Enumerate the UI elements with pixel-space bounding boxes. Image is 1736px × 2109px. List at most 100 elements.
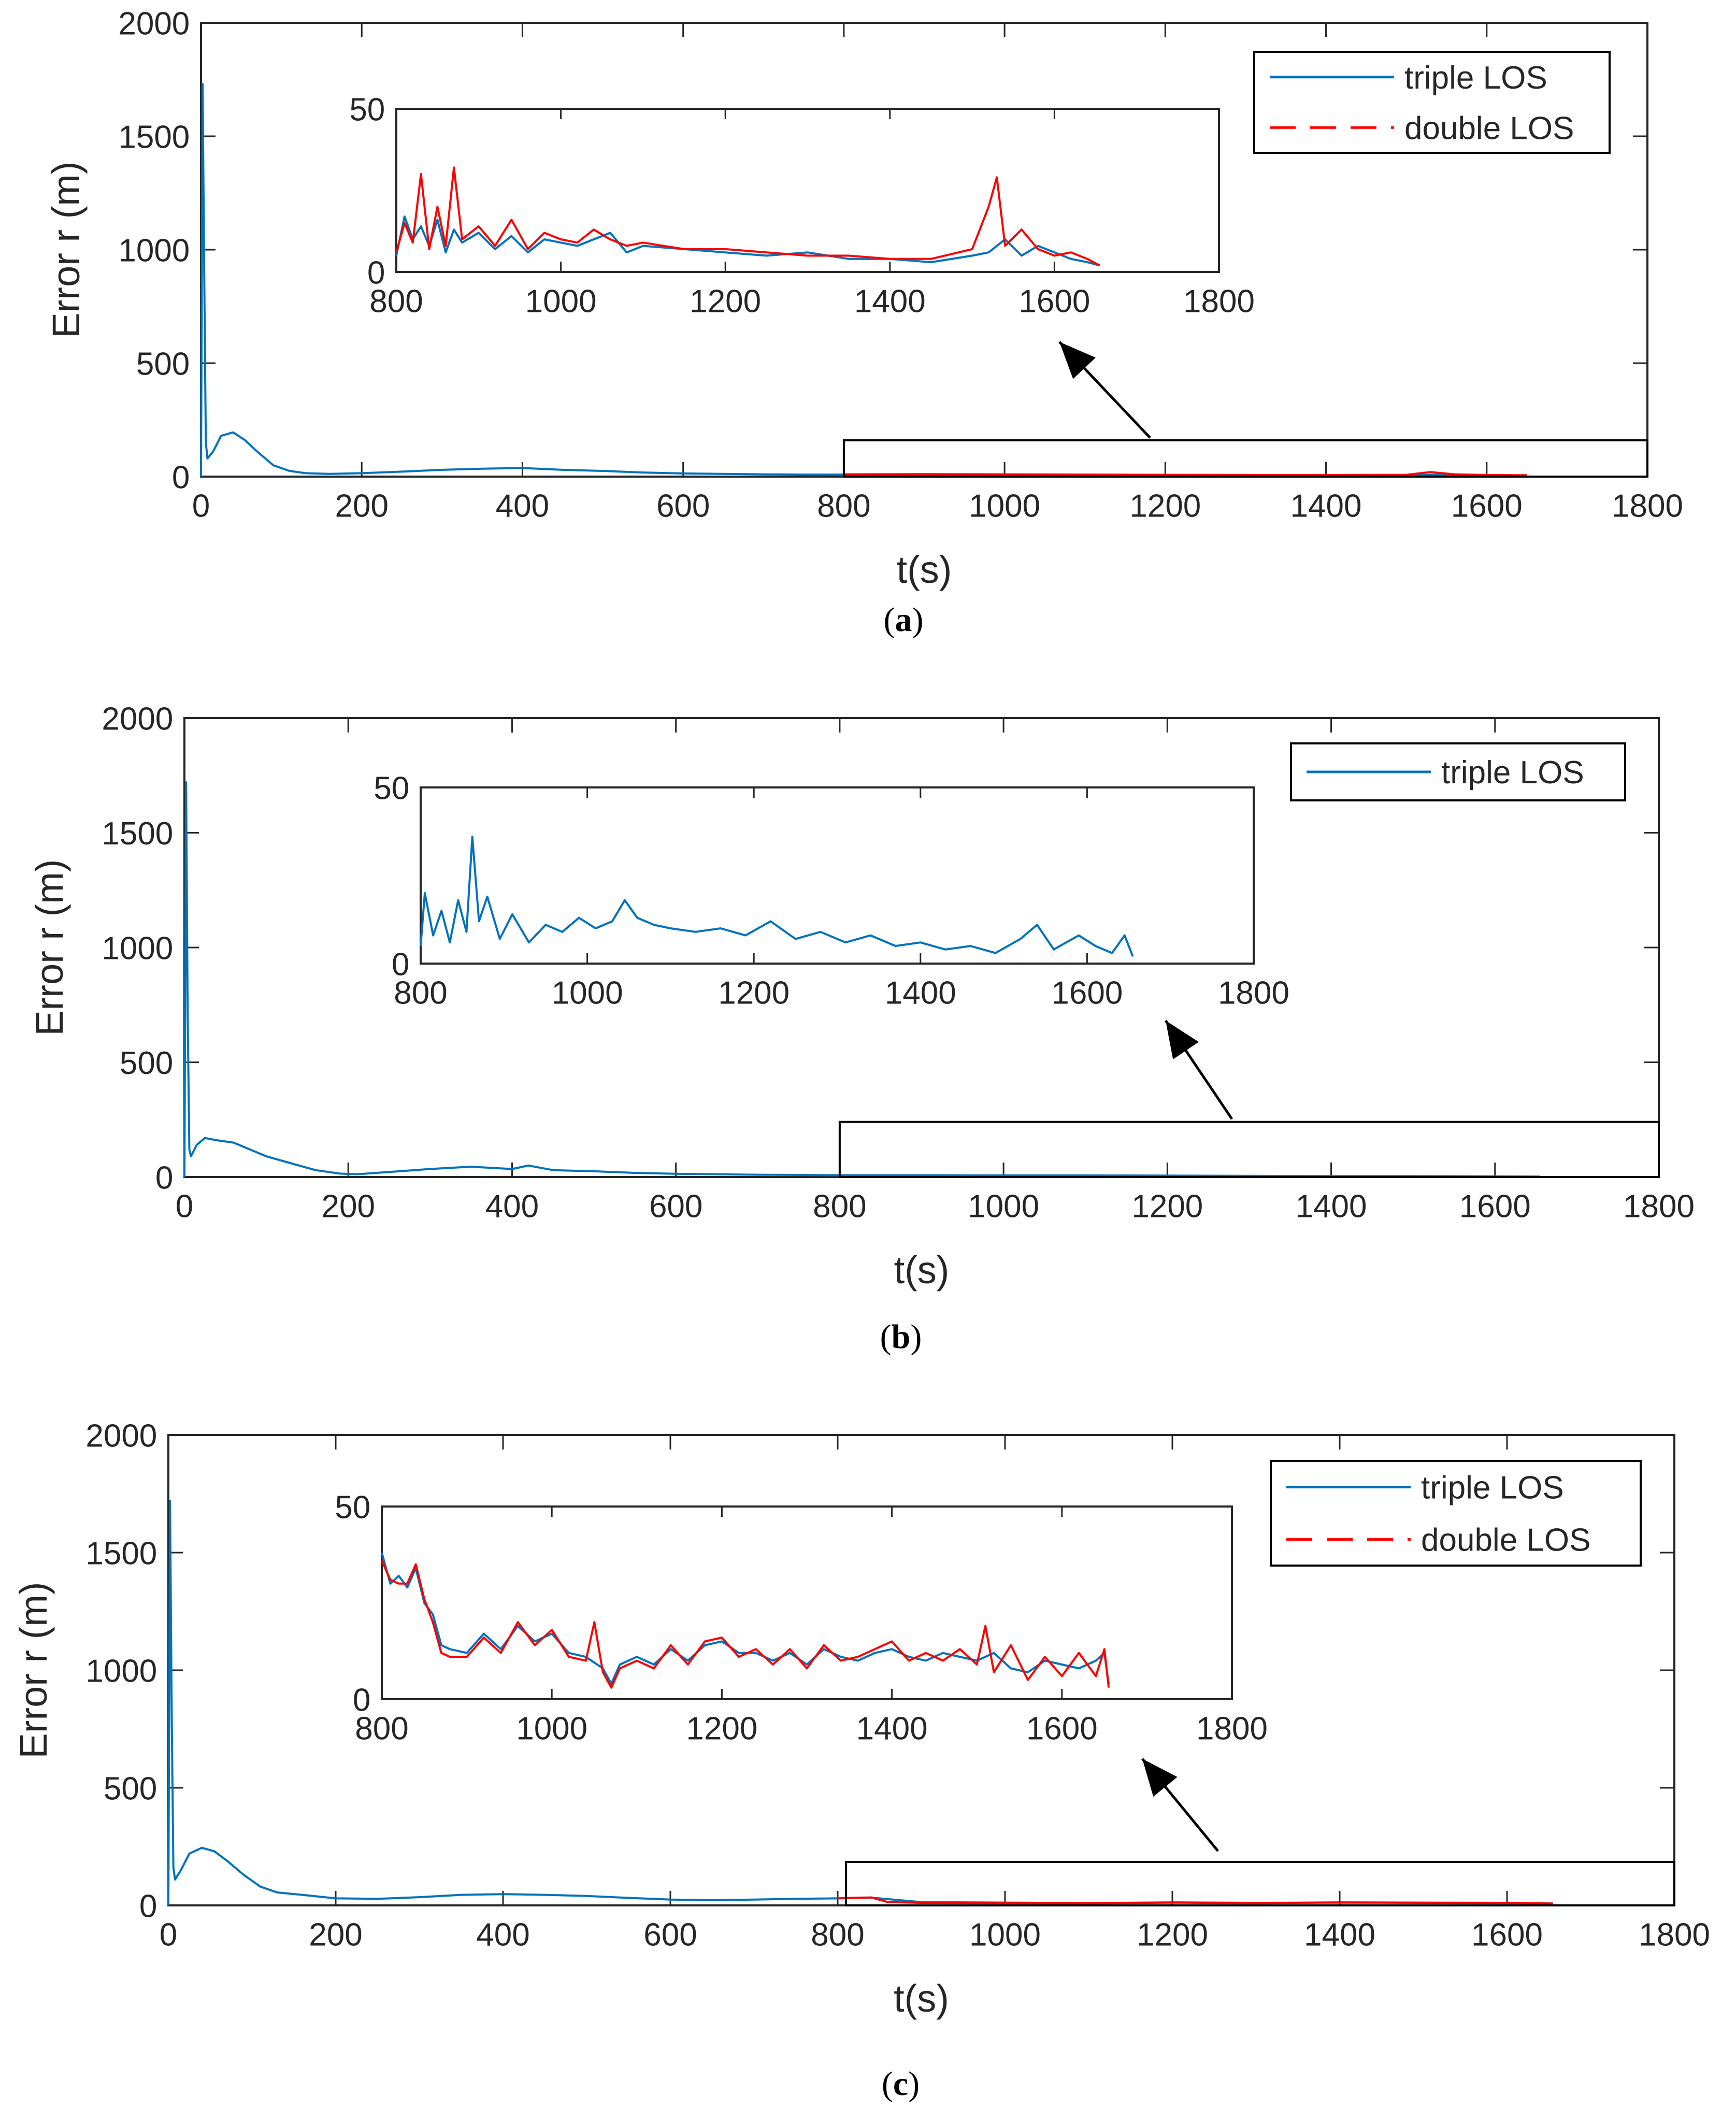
panel-c-double-los-line: [837, 1896, 1553, 1905]
panel-b-x-tick-label: 1400: [1296, 1189, 1367, 1225]
panel-a-inset-y-tick-label: 0: [367, 255, 385, 291]
panel-b-y-tick-label: 0: [155, 1160, 173, 1196]
panel-a-legend: [1253, 51, 1611, 154]
panel-c-y-tick-label: 2000: [85, 1418, 157, 1454]
panel-a-y-tick-label: 500: [136, 346, 190, 382]
panel-c-legend-label: double LOS: [1421, 1523, 1590, 1558]
panel-b-x-tick-label: 800: [813, 1189, 866, 1225]
panel-c-caption-close: ): [908, 2065, 920, 2103]
panel-c-y-tick-label: 1000: [85, 1653, 157, 1689]
panel-b-inset-x-tick-label: 1600: [1051, 975, 1123, 1011]
panel-b-y-tick-label: 2000: [102, 701, 173, 737]
panel-b-zoom-arrow-head: [1166, 1021, 1199, 1059]
panel-c-inset-axes-box: [381, 1505, 1233, 1700]
panel-a-x-tick-label: 1600: [1451, 489, 1523, 524]
panel-b-x-tick-label: 1800: [1623, 1189, 1695, 1225]
panel-c-x-tick-label: 0: [160, 1917, 177, 1953]
panel-b-x-tick-label: 1200: [1131, 1189, 1203, 1225]
panel-b-x-tick-label: 1600: [1459, 1189, 1531, 1225]
panel-a-caption-letter: a: [895, 601, 912, 639]
panel-b-inset-y-tick-label: 50: [374, 770, 409, 806]
panel-c-caption: (c): [882, 2065, 920, 2103]
panel-b-x-axis-label: t(s): [894, 1249, 950, 1292]
panel-c-inset-x-tick-label: 1200: [686, 1711, 757, 1747]
panel-b-triple-los-line: [183, 781, 1540, 1178]
panel-a-x-tick-label: 0: [192, 489, 210, 524]
panel-b-inset-axes-box: [420, 786, 1255, 965]
panel-a-double-los-line: [843, 471, 1527, 477]
panel-c-legend: [1270, 1460, 1642, 1567]
panel-b-inset-x-tick-label: 800: [394, 975, 447, 1011]
panel-c-y-tick-label: 500: [104, 1771, 157, 1806]
panel-c-x-tick-label: 1800: [1639, 1917, 1710, 1953]
panel-a-inset-x-tick-label: 1600: [1018, 284, 1090, 320]
panel-a-x-tick-label: 1200: [1129, 489, 1201, 524]
panel-a-y-tick-label: 0: [172, 460, 190, 495]
panel-a-inset-x-tick-label: 1000: [525, 284, 597, 320]
panel-b-caption-letter: b: [892, 1318, 911, 1356]
panel-a-y-tick-label: 1000: [118, 233, 190, 268]
panel-b-x-tick-label: 1000: [968, 1189, 1039, 1225]
panel-c-y-tick-label: 1500: [85, 1536, 157, 1571]
panel-a-zoom-box: [842, 439, 1648, 478]
panel-c-caption-letter: c: [893, 2065, 908, 2103]
panel-b-inset-x-tick-label: 1000: [552, 975, 623, 1011]
panel-a-legend-label: triple LOS: [1404, 60, 1547, 96]
panel-a-x-tick-label: 600: [656, 489, 710, 524]
panel-a-y-tick-label: 2000: [118, 6, 190, 41]
panel-b-y-tick-label: 500: [120, 1045, 173, 1081]
panel-c-inset-x-tick-label: 800: [355, 1711, 408, 1747]
panel-c-x-tick-label: 1600: [1471, 1917, 1543, 1953]
panel-b-caption-close: ): [910, 1318, 922, 1356]
panel-c-legend-label: triple LOS: [1421, 1470, 1564, 1506]
panel-a-zoom-arrow-head: [1059, 342, 1096, 379]
panel-a-x-tick-label: 800: [817, 489, 870, 524]
panel-b-x-tick-label: 200: [321, 1189, 375, 1225]
panel-a-inset-x-tick-label: 1200: [690, 284, 761, 320]
panel-c-x-tick-label: 600: [643, 1917, 697, 1953]
panel-a-x-tick-label: 1000: [969, 489, 1040, 524]
panel-c-inset-x-tick-label: 1800: [1196, 1711, 1268, 1747]
panel-a-x-tick-label: 1400: [1290, 489, 1362, 524]
panel-a-caption: (a): [884, 601, 924, 639]
panel-b-caption-open: (: [880, 1318, 892, 1356]
panel-c-x-tick-label: 400: [476, 1917, 529, 1953]
panel-b-zoom-box: [838, 1121, 1660, 1178]
panel-a-inset-double-los-line: [395, 166, 1100, 267]
panel-c-x-tick-label: 1200: [1137, 1917, 1208, 1953]
panel-a-legend-label: double LOS: [1404, 110, 1574, 146]
panel-c-inset-x-tick-label: 1400: [856, 1711, 928, 1747]
panel-a-inset-axes-box: [395, 108, 1220, 273]
panel-b-x-tick-label: 600: [649, 1189, 702, 1225]
panel-c-inset-x-tick-label: 1600: [1026, 1711, 1098, 1747]
panel-a-caption-open: (: [884, 601, 895, 639]
panel-b-inset-y-tick-label: 0: [392, 946, 409, 982]
panel-a-inset-x-tick-label: 1400: [854, 284, 926, 320]
panel-b-caption: (b): [880, 1318, 922, 1356]
panel-b-x-tick-label: 400: [485, 1189, 539, 1225]
panel-a-y-tick-label: 1500: [118, 119, 190, 155]
panel-b-x-tick-label: 0: [176, 1189, 193, 1225]
panel-b-y-axis-label: Error r (m): [28, 859, 71, 1036]
panel-a-x-tick-label: 400: [496, 489, 549, 524]
panel-b-inset-x-tick-label: 1400: [885, 975, 956, 1011]
panel-c-x-tick-label: 200: [309, 1917, 362, 1953]
panel-c-y-tick-label: 0: [139, 1888, 157, 1924]
panel-c-x-tick-label: 1000: [969, 1917, 1041, 1953]
panel-a-inset-x-tick-label: 1800: [1183, 284, 1255, 320]
panel-b-y-tick-label: 1000: [102, 930, 173, 966]
panel-b-inset-x-tick-label: 1200: [718, 975, 790, 1011]
panel-c-inset-double-los-line: [381, 1560, 1110, 1689]
panel-a-x-tick-label: 200: [335, 489, 388, 524]
panel-c-y-axis-label: Error r (m): [12, 1582, 55, 1758]
panel-c-x-tick-label: 800: [811, 1917, 864, 1953]
panel-c-caption-open: (: [882, 2065, 893, 2103]
panel-b-inset-triple-los-line: [420, 836, 1134, 957]
panel-a-inset-y-tick-label: 50: [349, 92, 385, 127]
panel-c-x-axis-label: t(s): [894, 1977, 949, 2020]
panel-c-zoom-box: [845, 1861, 1675, 1907]
panel-c-zoom-arrow-head: [1142, 1759, 1178, 1797]
panel-b-legend-label: triple LOS: [1441, 755, 1584, 791]
panel-c-inset-y-tick-label: 0: [353, 1682, 370, 1718]
